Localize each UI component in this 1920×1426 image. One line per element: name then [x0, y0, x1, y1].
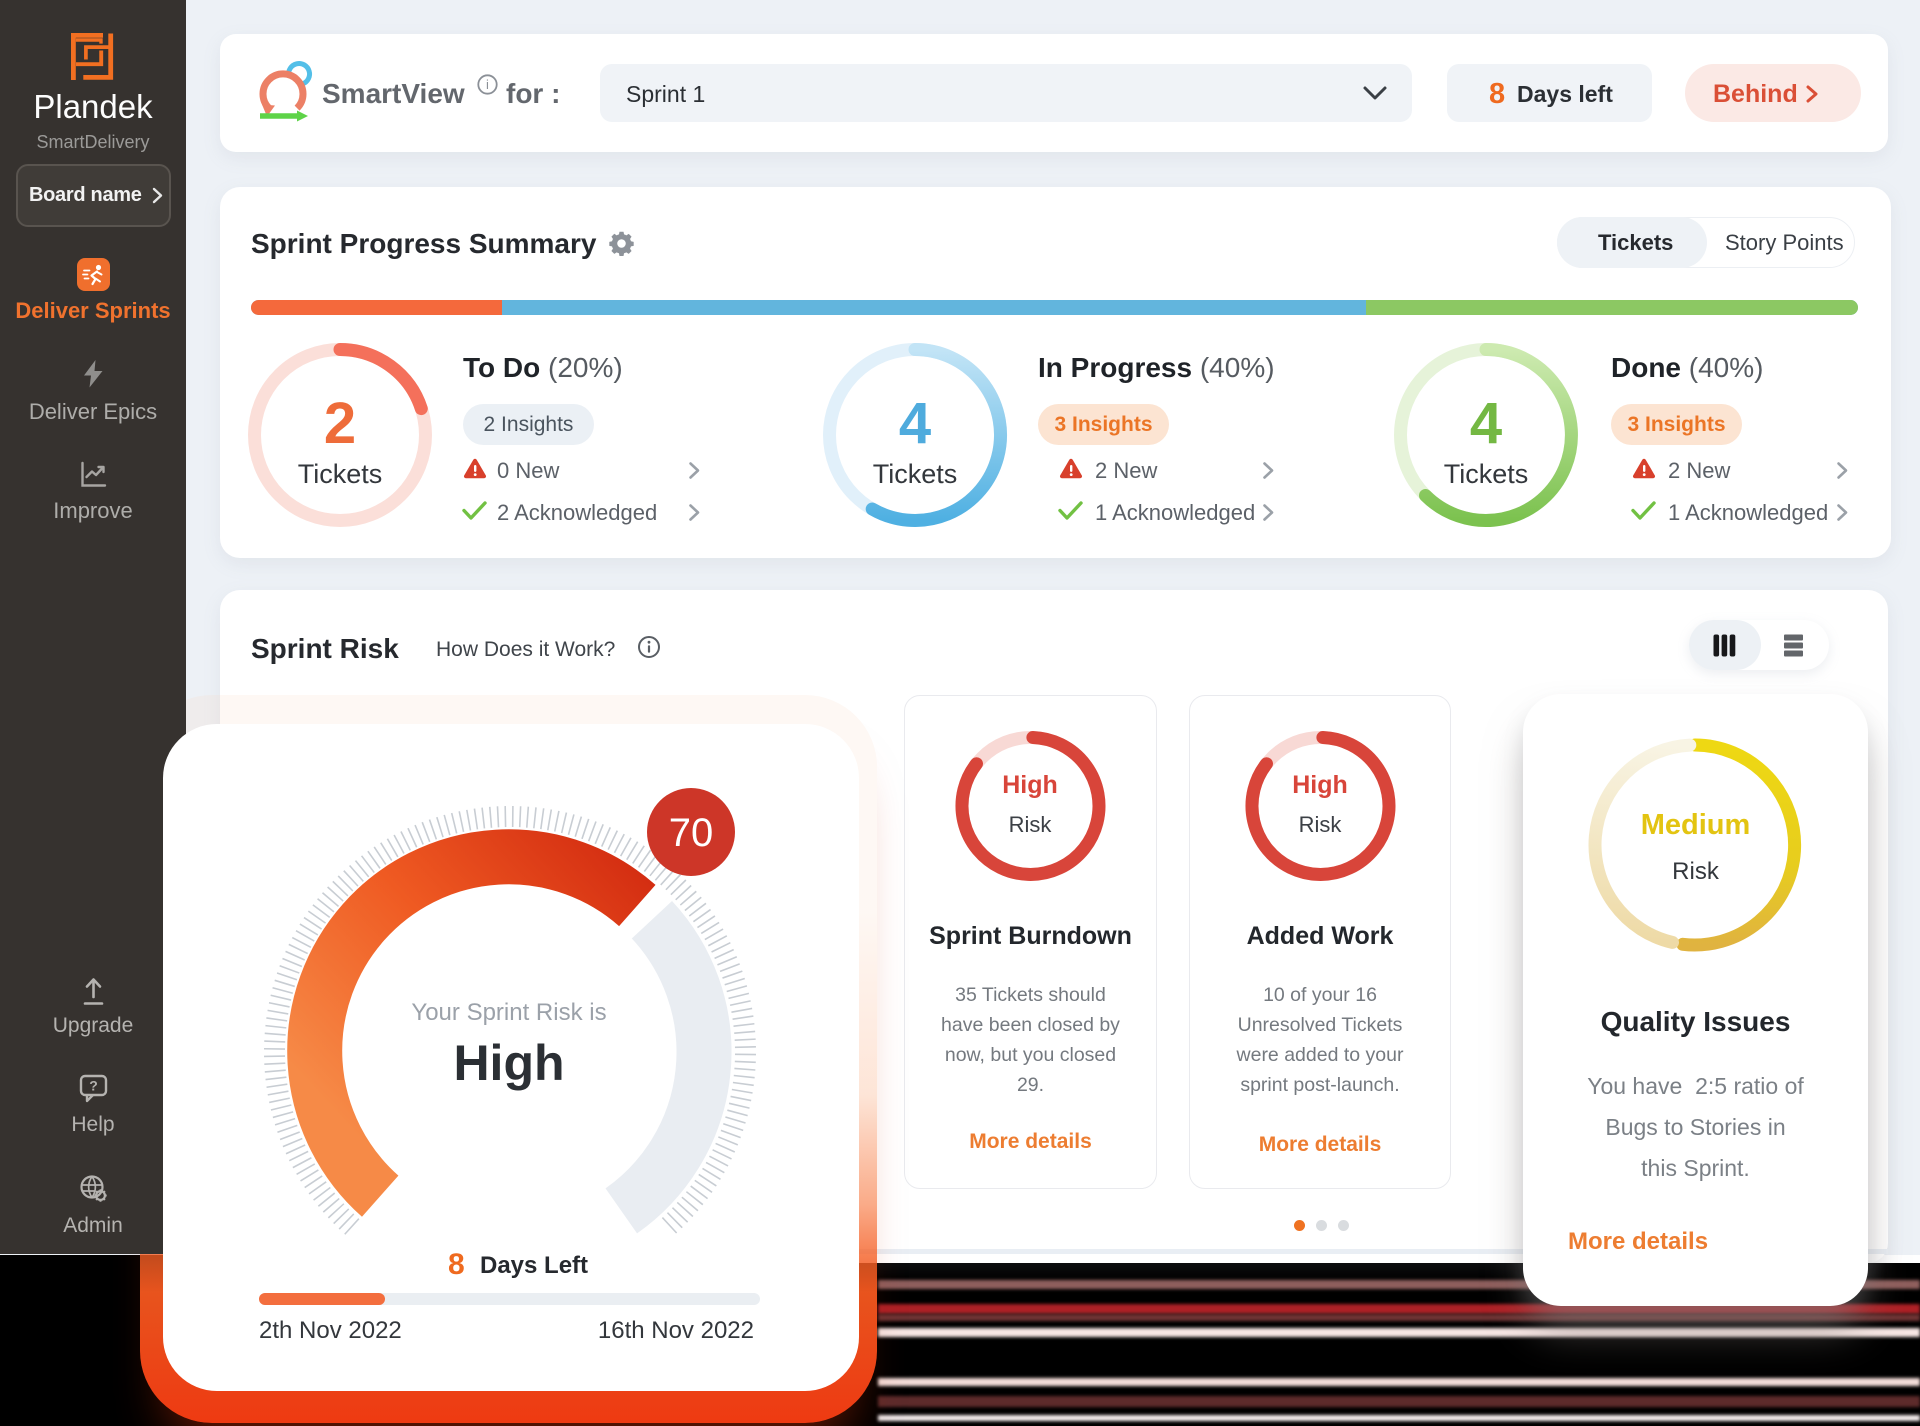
svg-text:70: 70 [669, 811, 714, 855]
svg-text:i: i [486, 77, 489, 92]
svg-text:?: ? [89, 1078, 98, 1094]
